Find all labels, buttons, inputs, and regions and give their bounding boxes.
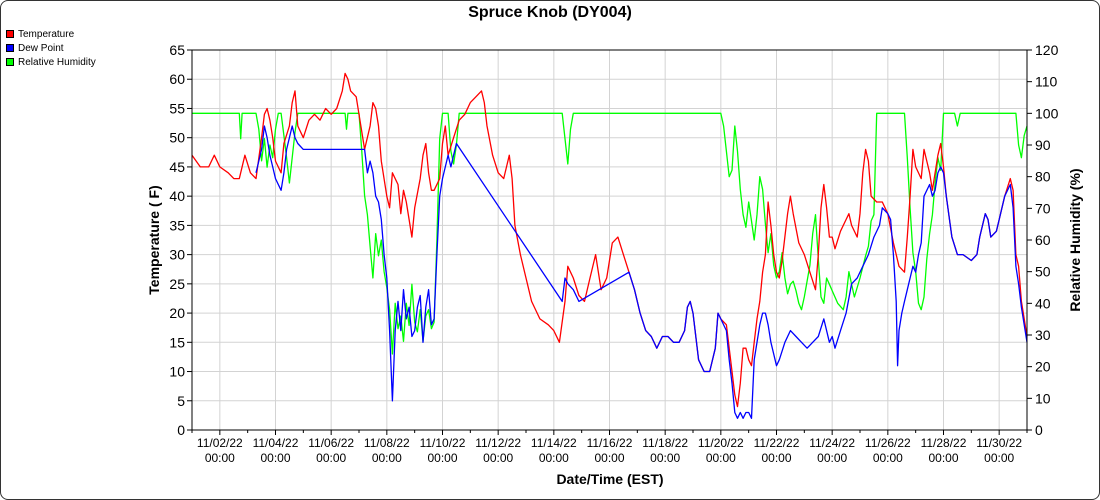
x-tick-label-time: 00:00: [984, 451, 1014, 465]
x-tick-label-date: 11/02/22: [197, 436, 243, 450]
y-tick-label-right: 120: [1035, 42, 1059, 58]
grid-lines: [192, 49, 1027, 431]
legend-swatch-relative-humidity: [6, 58, 14, 66]
x-tick-label-time: 00:00: [260, 451, 290, 465]
series-lines: [191, 72, 1028, 419]
y-tick-label-right: 60: [1035, 232, 1051, 248]
y-tick-label-left: 30: [169, 247, 185, 263]
y-tick-label-right: 50: [1035, 264, 1051, 280]
x-tick-label-date: 11/04/22: [253, 436, 299, 450]
y-tick-label-left: 0: [177, 422, 185, 438]
y-tick-label-right: 40: [1035, 295, 1051, 311]
y-tick-label-right: 70: [1035, 200, 1051, 216]
x-tick-label-time: 00:00: [372, 451, 402, 465]
y-tick-label-right: 110: [1035, 74, 1058, 90]
y-tick-label-left: 55: [169, 100, 185, 116]
plot-area-border: [191, 49, 1028, 431]
legend-item-dew-point: Dew Point: [6, 41, 96, 55]
y-tick-label-left: 65: [169, 42, 185, 58]
x-tick-label-date: 11/22/22: [754, 436, 800, 450]
legend-label-dew-point: Dew Point: [18, 42, 64, 54]
y-tick-label-right: 30: [1035, 327, 1051, 343]
x-tick-label-time: 00:00: [761, 451, 791, 465]
x-tick-label-date: 11/16/22: [587, 436, 633, 450]
x-tick-label-time: 00:00: [594, 451, 624, 465]
x-tick-label-date: 11/28/22: [921, 436, 967, 450]
x-tick-label-date: 11/24/22: [809, 436, 855, 450]
x-tick-label-time: 00:00: [706, 451, 736, 465]
x-tick-label-date: 11/06/22: [308, 436, 354, 450]
x-tick-label-date: 11/14/22: [531, 436, 577, 450]
y-tick-label-left: 5: [177, 393, 185, 409]
legend-swatch-dew-point: [6, 44, 14, 52]
y-tick-label-left: 10: [169, 364, 185, 380]
x-tick-label-date: 11/30/22: [976, 436, 1022, 450]
legend-label-temperature: Temperature: [18, 28, 75, 40]
x-tick-label-time: 00:00: [539, 451, 569, 465]
y-tick-label-left: 45: [169, 159, 185, 175]
x-tick-label-time: 00:00: [928, 451, 958, 465]
x-tick-label-time: 00:00: [205, 451, 235, 465]
x-tick-label-time: 00:00: [483, 451, 513, 465]
x-tick-label-date: 11/18/22: [642, 436, 688, 450]
y-tick-label-left: 15: [169, 334, 185, 350]
y-tick-label-right: 90: [1035, 137, 1051, 153]
y-tick-label-right: 80: [1035, 169, 1051, 185]
y-tick-label-left: 50: [169, 130, 185, 146]
y-tick-label-left: 35: [169, 217, 185, 233]
x-tick-label-date: 11/10/22: [420, 436, 466, 450]
y-tick-label-right: 0: [1035, 422, 1043, 438]
y-tick-label-left: 25: [169, 276, 185, 292]
y-tick-label-left: 60: [169, 71, 185, 87]
legend-item-temperature: Temperature: [6, 27, 96, 41]
legend-item-relative-humidity: Relative Humidity: [6, 55, 96, 69]
y-tick-label-right: 10: [1035, 390, 1051, 406]
x-axis-label: Date/Time (EST): [556, 471, 663, 487]
x-tick-label-time: 00:00: [427, 451, 457, 465]
axes: 0 5 10 15 20 25 30 35 40 45 50 55 60 65 0 10 20 30 40 50 60 7…: [169, 42, 1058, 465]
x-tick-label-time: 00:00: [817, 451, 847, 465]
y-tick-label-right: 100: [1035, 105, 1059, 121]
chart-legend: Temperature Dew Point Relative Humidity: [6, 27, 96, 69]
x-tick-label-time: 00:00: [873, 451, 903, 465]
x-tick-label-date: 11/08/22: [364, 436, 410, 450]
legend-swatch-temperature: [6, 30, 14, 38]
x-tick-label-date: 11/20/22: [698, 436, 744, 450]
y-axis-label-right: Relative Humidity (%): [1067, 168, 1083, 311]
x-tick-label-date: 11/26/22: [865, 436, 911, 450]
y-tick-label-left: 40: [169, 188, 185, 204]
x-tick-label-date: 11/12/22: [475, 436, 521, 450]
y-tick-label-left: 20: [169, 305, 185, 321]
legend-label-relative-humidity: Relative Humidity: [18, 56, 96, 68]
x-tick-label-time: 00:00: [316, 451, 346, 465]
y-tick-label-right: 20: [1035, 359, 1051, 375]
chart-title: Spruce Knob (DY004): [468, 4, 632, 21]
series-line-dew-point: [255, 125, 1028, 419]
y-axis-label-left: Temperature ( F): [146, 185, 162, 294]
x-tick-label-time: 00:00: [650, 451, 680, 465]
